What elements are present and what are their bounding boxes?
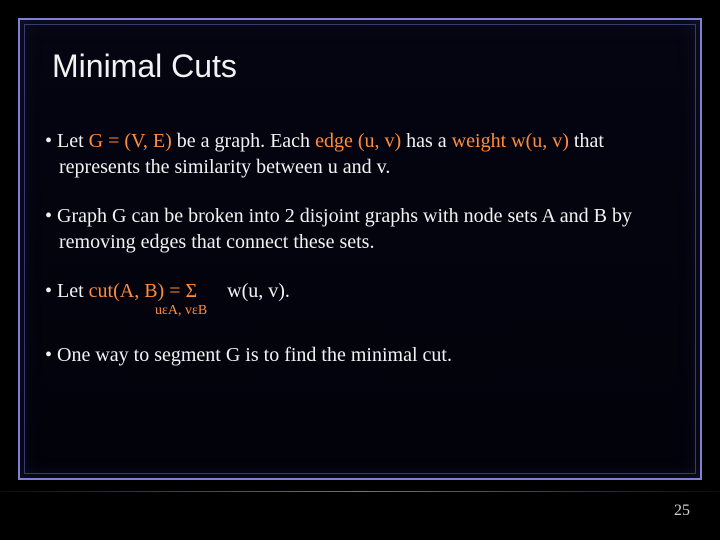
bullet-1: Let G = (V, E) be a graph. Each edge (u,… [45,128,675,181]
bullet-1-accent-1: G = (V, E) [89,130,172,152]
bullet-3-text-b: w(u, v). [197,280,290,302]
bullet-4-text: One way to segment G is to find the mini… [57,344,452,366]
bullet-3: Let cut(A, B) = Σ w(u, v). [45,278,675,304]
bullet-2-text: Graph G can be broken into 2 disjoint gr… [57,205,632,253]
bullet-1-text-a: Let [57,130,89,152]
bullet-3-subscript: uεA, vεB [45,302,675,320]
bullet-3-text-a: Let [57,280,89,302]
slide-content: Let G = (V, E) be a graph. Each edge (u,… [45,128,675,391]
bullet-1-text-c: has a [401,130,452,152]
bullet-1-text-b: be a graph. Each [172,130,315,152]
footer-rule [0,491,720,492]
page-number: 25 [674,502,690,520]
bullet-1-accent-3: weight w(u, v) [452,130,569,152]
slide-title: Minimal Cuts [52,48,237,85]
bullet-3-accent: cut(A, B) = Σ [89,280,197,302]
bullet-4: One way to segment G is to find the mini… [45,342,675,368]
bullet-1-accent-2: edge (u, v) [315,130,401,152]
bullet-2: Graph G can be broken into 2 disjoint gr… [45,203,675,256]
bullet-3-subscript-text: uεA, vεB [155,303,207,318]
